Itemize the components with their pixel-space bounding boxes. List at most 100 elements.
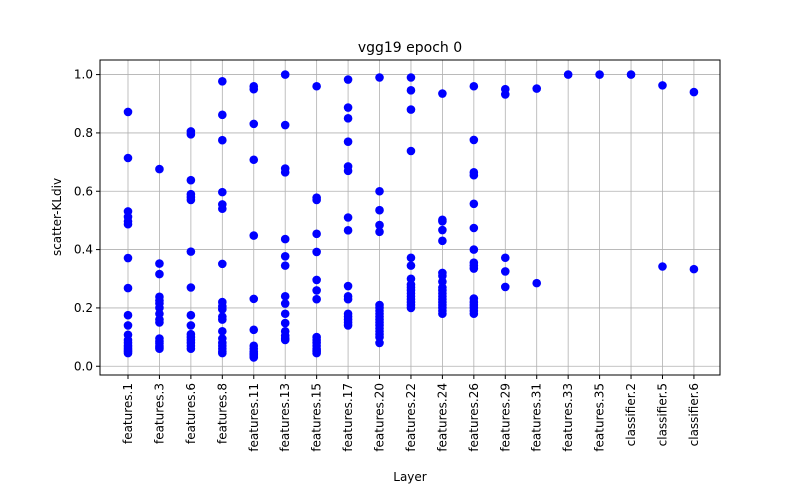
- x-tick-label: features.22: [404, 383, 418, 452]
- data-point: [406, 303, 416, 313]
- data-point: [689, 264, 699, 274]
- data-point: [280, 261, 290, 270]
- x-tick-label: features.24: [435, 383, 449, 452]
- data-point: [280, 291, 290, 301]
- data-point: [155, 318, 164, 327]
- x-tick-label: features.33: [561, 383, 575, 452]
- x-tick-label: features.13: [278, 383, 292, 452]
- data-point: [186, 310, 196, 320]
- data-point: [438, 216, 447, 226]
- data-point: [186, 247, 196, 256]
- data-point: [375, 205, 384, 215]
- x-tick-label: features.11: [247, 383, 261, 452]
- data-point: [123, 107, 133, 117]
- data-point: [343, 103, 353, 112]
- y-tick-label: 0.6: [74, 184, 93, 198]
- data-point: [469, 170, 479, 180]
- data-point: [500, 253, 510, 263]
- data-point: [343, 166, 353, 176]
- data-point: [123, 321, 133, 330]
- data-point: [249, 353, 259, 362]
- data-point: [312, 286, 321, 295]
- data-point: [343, 281, 353, 291]
- data-point: [500, 282, 510, 292]
- y-tick-label: 0.4: [74, 243, 93, 257]
- data-point: [438, 236, 447, 246]
- data-point: [563, 70, 573, 79]
- data-point: [155, 344, 164, 354]
- x-tick-label: features.26: [467, 383, 481, 452]
- x-tick-label: classifier.5: [655, 383, 669, 446]
- x-axis-label: Layer: [393, 470, 427, 484]
- data-point: [249, 119, 259, 129]
- data-point: [123, 310, 133, 320]
- data-point: [312, 195, 321, 205]
- data-point: [312, 81, 321, 91]
- y-axis-label: scatter-KLdiv: [50, 178, 64, 256]
- data-point: [312, 348, 321, 358]
- data-point: [406, 253, 416, 263]
- data-point: [280, 167, 290, 177]
- data-point: [438, 89, 447, 98]
- data-point: [343, 321, 353, 330]
- plot-frame: [99, 59, 721, 376]
- data-point: [186, 344, 196, 354]
- data-point: [469, 135, 479, 145]
- data-point: [406, 73, 416, 82]
- data-point: [406, 146, 416, 156]
- data-point: [186, 283, 196, 292]
- data-point: [626, 70, 636, 79]
- data-point: [280, 70, 290, 79]
- data-points: [123, 70, 699, 362]
- data-point: [343, 114, 353, 123]
- data-point: [500, 90, 510, 99]
- data-point: [438, 309, 447, 319]
- data-point: [312, 247, 321, 257]
- data-point: [375, 227, 384, 237]
- data-point: [343, 226, 353, 235]
- data-point: [280, 309, 290, 319]
- data-point: [406, 261, 416, 270]
- data-point: [249, 294, 259, 304]
- x-tick-label: features.8: [215, 383, 229, 444]
- data-point: [312, 275, 321, 285]
- data-point: [280, 299, 290, 308]
- data-point: [218, 76, 227, 86]
- data-point: [123, 253, 133, 263]
- data-point: [249, 231, 259, 240]
- data-point: [532, 84, 542, 93]
- data-point: [469, 245, 479, 254]
- data-point: [343, 294, 353, 304]
- data-point: [280, 335, 290, 345]
- data-point: [123, 153, 133, 163]
- data-point: [186, 321, 196, 330]
- data-point: [375, 220, 384, 230]
- data-point: [218, 110, 227, 120]
- data-point: [658, 262, 667, 271]
- x-tick-label: features.6: [184, 383, 198, 444]
- data-point: [406, 105, 416, 114]
- data-point: [249, 325, 259, 335]
- data-point: [689, 87, 699, 97]
- data-point: [218, 204, 227, 214]
- data-point: [312, 294, 321, 304]
- data-point: [218, 259, 227, 269]
- data-point: [218, 305, 227, 314]
- data-point: [343, 137, 353, 146]
- x-tick-label: features.1: [121, 383, 135, 444]
- data-point: [469, 223, 479, 233]
- y-tick-label: 0.2: [74, 301, 93, 315]
- y-axis-ticks: 0.0 0.2 0.4 0.6 0.8 1.0: [74, 68, 100, 373]
- data-point: [469, 264, 479, 273]
- data-point: [249, 155, 259, 165]
- data-point: [343, 213, 353, 222]
- data-point: [218, 326, 227, 336]
- x-tick-label: features.3: [152, 383, 166, 444]
- data-point: [280, 318, 290, 328]
- x-tick-label: features.35: [593, 383, 607, 452]
- data-point: [312, 229, 321, 239]
- data-point: [280, 120, 290, 130]
- data-point: [123, 348, 133, 358]
- data-point: [469, 199, 479, 209]
